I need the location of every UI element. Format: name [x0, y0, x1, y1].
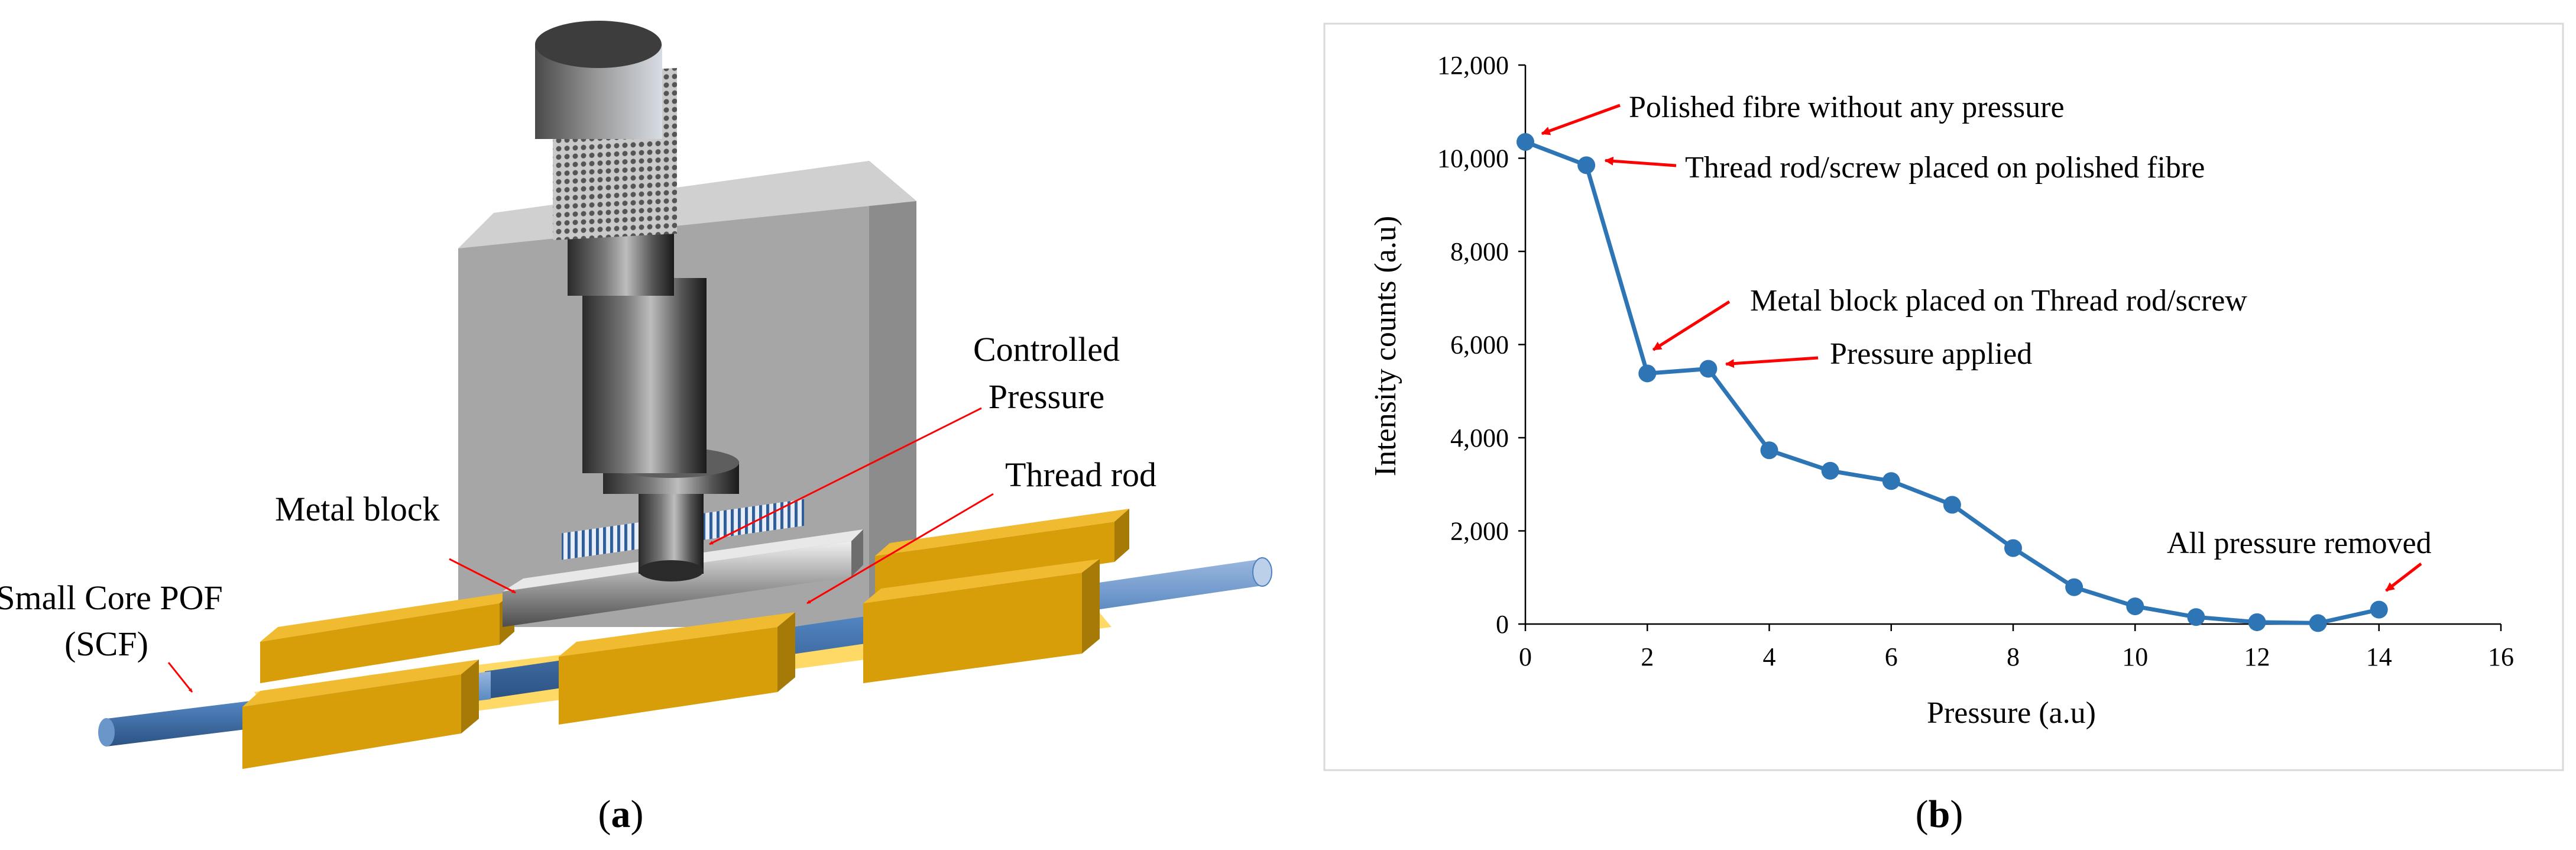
metal-block-arrow	[449, 558, 516, 594]
y-tick-label: 0	[1496, 610, 1509, 639]
chart-annotations: Polished fibre without any pressure Threa…	[1541, 91, 2432, 592]
controlled-pressure-arrow	[709, 407, 982, 545]
annotation-arrow	[1541, 104, 1621, 135]
x-tick-labels: 0 2 4 6 8 10 12 14 16	[1519, 642, 2514, 671]
data-point	[1821, 461, 1839, 480]
data-point	[1882, 472, 1900, 490]
screw-assembly	[535, 21, 739, 581]
y-axis-label: Intensity counts (a.u)	[1369, 216, 1402, 476]
data-point	[2065, 578, 2084, 596]
data-point	[1638, 364, 1657, 383]
x-tick-label: 4	[1763, 642, 1776, 671]
annotation-arrow	[2385, 563, 2422, 592]
clamp-rear-right	[875, 509, 1129, 597]
annotation-label: Polished fibre without any pressure	[1629, 91, 2065, 124]
data-point	[2370, 600, 2388, 619]
annotation-label: Thread rod/screw placed on polished fibr…	[1685, 151, 2205, 185]
x-tick-label: 6	[1885, 642, 1898, 671]
y-tick-label: 12,000	[1437, 51, 1509, 80]
annotation-label: All pressure removed	[2167, 526, 2432, 560]
data-point	[1760, 441, 1778, 460]
chart-axes	[1518, 64, 2502, 631]
y-tick-label: 8,000	[1450, 237, 1509, 266]
x-tick-label: 10	[2122, 642, 2148, 671]
annotation-arrow	[1725, 356, 1819, 369]
data-point	[2309, 614, 2327, 632]
label-thread-rod: Thread rod	[1005, 455, 1156, 494]
intensity-chart: 0 2 4 6 8 10 12 14 16 0 2,000 4,000 6,000 8,000 10,00…	[1323, 22, 2564, 836]
x-tick-label: 14	[2366, 642, 2392, 671]
label-controlled: Controlled	[973, 330, 1120, 369]
y-tick-labels: 0 2,000 4,000 6,000 8,000 10,000 12,000	[1437, 51, 1509, 639]
x-tick-label: 2	[1641, 642, 1654, 671]
data-point	[2004, 539, 2022, 557]
label-scf-line2: (SCF)	[64, 625, 148, 663]
x-tick-label: 8	[2007, 642, 2020, 671]
caption-a: (a)	[598, 793, 644, 836]
caption-b: (b)	[1916, 793, 1963, 836]
annotation-label: Pressure applied	[1830, 337, 2032, 371]
apparatus-diagram: Controlled Pressure Thread rod Metal blo…	[0, 21, 1272, 836]
clamp-front-right	[863, 559, 1100, 683]
data-point	[2126, 597, 2144, 616]
annotation-label: Metal block placed on Thread rod/screw	[1750, 284, 2247, 318]
data-point	[1943, 496, 1961, 514]
x-tick-label: 0	[1519, 642, 1532, 671]
data-point	[2187, 608, 2205, 626]
y-tick-label: 2,000	[1450, 517, 1509, 546]
data-point	[2248, 613, 2266, 631]
label-pressure: Pressure	[989, 377, 1105, 416]
series-points	[1517, 132, 2388, 632]
data-point	[1577, 156, 1596, 174]
y-tick-label: 6,000	[1450, 331, 1509, 360]
data-point	[1517, 132, 1534, 151]
annotation-arrow	[1604, 156, 1677, 167]
annotation-arrow	[1652, 300, 1731, 351]
label-scf-line1: Small Core POF	[0, 578, 223, 617]
x-tick-label: 16	[2488, 642, 2514, 671]
x-axis-label: Pressure (a.u)	[1927, 696, 2096, 730]
thread-rod-arrow	[806, 493, 994, 605]
label-metal-block: Metal block	[275, 490, 440, 528]
data-point	[1699, 360, 1718, 378]
clamp-front-middle	[559, 612, 795, 725]
y-tick-label: 10,000	[1437, 144, 1509, 173]
y-tick-label: 4,000	[1450, 424, 1509, 453]
scf-arrow	[167, 662, 193, 693]
clamp-front-left	[242, 660, 479, 769]
x-tick-label: 12	[2244, 642, 2270, 671]
